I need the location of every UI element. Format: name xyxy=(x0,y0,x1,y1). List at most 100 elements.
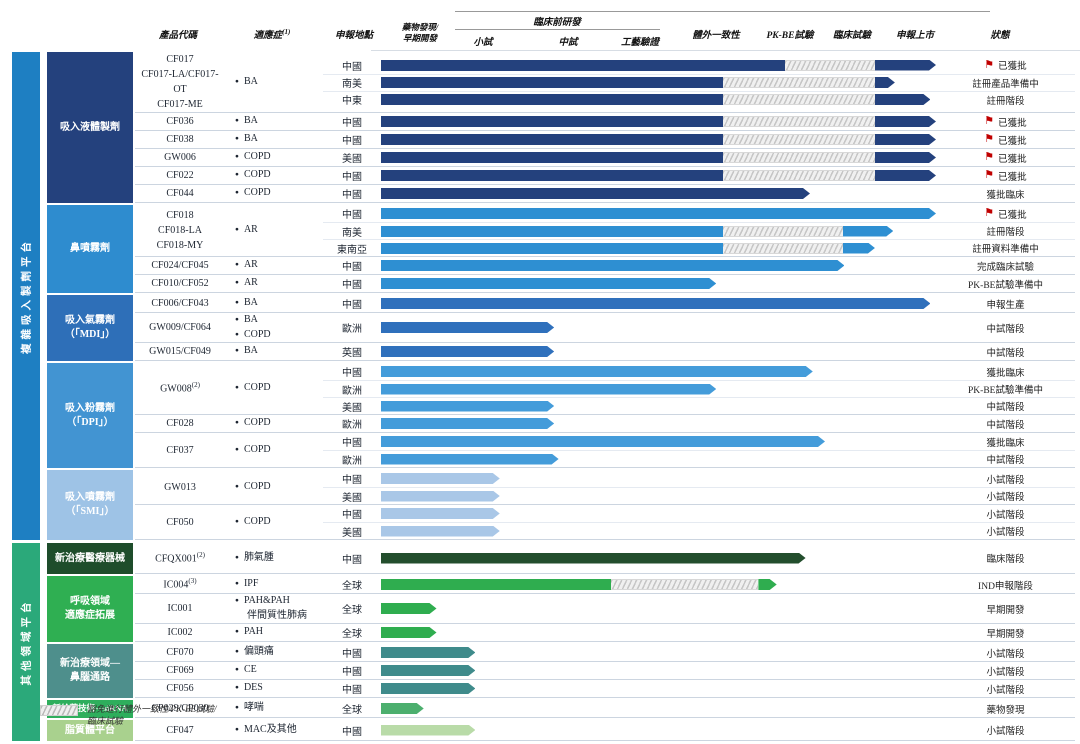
status-cell: 中試階段 xyxy=(936,321,1075,335)
bar-segment xyxy=(381,170,723,181)
approved-flag-icon: ⚑ xyxy=(984,151,995,163)
product-code: CF037 xyxy=(166,444,194,456)
bar-segment xyxy=(381,322,554,333)
product-code: CP029/CP030 xyxy=(151,703,209,714)
timeline-track xyxy=(381,278,936,289)
timeline-track xyxy=(381,665,936,676)
region-label: 中東 xyxy=(342,96,362,107)
product-code: GW013 xyxy=(164,481,196,493)
bar-segment xyxy=(381,627,437,638)
region-label: 中國 xyxy=(342,118,362,129)
pipeline-chart-page: { "header": { "product_code": "產品代碼", "i… xyxy=(12,11,1080,741)
indication-line: ● COPD xyxy=(235,328,271,340)
product-row: GW015/CF049 ● BA 英國 中試階段 xyxy=(135,343,1075,361)
status-cell: 小試階段 xyxy=(936,682,1075,696)
pipeline-row: 中國 臨床階段 xyxy=(323,543,1075,573)
indication-bullet-icon: ● xyxy=(235,153,239,161)
region-rows: 歐洲 中試階段 xyxy=(323,316,1075,340)
status-cell: 獲批臨床 xyxy=(936,187,1075,201)
col-header-sub-mid: 中試 xyxy=(558,38,578,48)
pipeline-row: 歐洲 中試階段 xyxy=(323,415,1075,432)
pipeline-bar xyxy=(381,473,500,484)
bar-segment xyxy=(381,77,723,88)
status-cell: 中試階段 xyxy=(936,345,1075,359)
indication-bullet-icon: ● xyxy=(235,725,239,733)
status-label: 已獲批 xyxy=(998,154,1027,165)
product-code: CF024/CF045 xyxy=(151,260,209,271)
indication-bullet-icon: ● xyxy=(235,226,239,234)
bar-segment xyxy=(381,473,500,484)
indication-bullet-icon: ● xyxy=(235,580,239,588)
indication-cell: ● COPD xyxy=(225,381,323,396)
bar-segment xyxy=(381,260,844,271)
indication-line: ● COPD xyxy=(235,480,271,492)
product-row: CF022 ● COPD 中國 ⚑ 已獲批 xyxy=(135,167,1075,185)
status-label: 中試階段 xyxy=(986,403,1025,413)
timeline-track xyxy=(381,491,936,502)
pipeline-row: 美國 小試階段 xyxy=(323,522,1075,539)
status-cell: PK-BE試驗準備中 xyxy=(936,382,1075,396)
indication-line: ● PAH&PAH xyxy=(235,595,290,606)
platform-section: 複雜吸入製劑平台 吸入液體製劑 CF017 CF017-LA/CF017-OT CF01… xyxy=(12,52,1075,540)
region-rows: 美國 ⚑ 已獲批 xyxy=(323,149,1075,166)
pipeline-row: 中東 註冊階段 xyxy=(323,90,1075,108)
indication-cell: ● COPD xyxy=(225,416,323,431)
region-rows: 中國 ⚑ 已獲批 xyxy=(323,113,1075,130)
pipeline-bar xyxy=(381,346,554,357)
region-rows: 歐洲 中試階段 xyxy=(323,415,1075,432)
status-label: 中試階段 xyxy=(986,324,1025,335)
status-label: 臨床階段 xyxy=(986,555,1025,565)
indication-bullet-icon: ● xyxy=(235,347,239,355)
bar-segment xyxy=(381,116,723,127)
indication-line: ● AR xyxy=(235,259,258,271)
bar-exempt-segment xyxy=(611,579,759,590)
bar-segment xyxy=(381,225,723,237)
region-label: 美國 xyxy=(342,154,362,165)
status-cell: 完成臨床試驗 xyxy=(936,259,1075,273)
indication-cell: ● AR xyxy=(225,276,323,291)
col-header-sub-small: 小試 xyxy=(473,38,493,48)
col-header-pkbe: PK-BE試驗 xyxy=(766,31,814,41)
product-row: GW008(2) ● COPD 中國 獲批臨床 歐洲 PK-BE試驗準備中 美國 中試階段 xyxy=(135,363,1075,415)
status-label: 中試階段 xyxy=(986,420,1025,431)
region-label: 美國 xyxy=(342,527,362,539)
indication-cell: ● 肺氣腫 xyxy=(225,551,323,566)
indication-cell: ● AR xyxy=(225,258,323,273)
pipeline-row: 中國 ⚑ 已獲批 xyxy=(323,131,1075,148)
product-row: CF010/CF052 ● AR 中國 PK-BE試驗準備中 xyxy=(135,275,1075,293)
product-code: CF044 xyxy=(166,188,194,199)
bar-segment xyxy=(381,579,612,590)
pipeline-group: 吸入氣霧劑 （「MDI」） CF006/CF043 ● BA 中國 申報生產 GW009/CF… xyxy=(47,295,1075,361)
status-label: 完成臨床試驗 xyxy=(976,262,1034,273)
timeline-track xyxy=(381,526,936,537)
bar-segment xyxy=(381,94,723,105)
product-code: CF022 xyxy=(166,170,194,181)
indication-cell: ● BA ● COPD xyxy=(225,313,323,342)
status-label: 申報生產 xyxy=(986,300,1025,311)
status-cell: 小試階段 xyxy=(936,723,1075,737)
product-code: CF028 xyxy=(166,418,194,429)
product-row: CF070 ● 偏頭痛 中國 小試階段 xyxy=(135,644,1075,662)
indication-line: ● COPD xyxy=(235,443,271,455)
indication-cell: ● BA xyxy=(225,75,323,90)
region-label: 中國 xyxy=(342,667,362,678)
timeline-track xyxy=(381,647,936,658)
region-rows: 中國 PK-BE試驗準備中 xyxy=(323,275,1075,292)
pipeline-bar xyxy=(381,208,936,219)
region-label: 南美 xyxy=(342,79,362,90)
status-cell: ⚑ 已獲批 xyxy=(936,58,1075,72)
indication-bullet-icon: ● xyxy=(235,597,239,604)
indication-line: 伴間質性肺病 xyxy=(247,609,307,621)
product-code: GW008(2) xyxy=(160,381,200,395)
region-rows: 中國 ⚑ 已獲批 南美 註冊產品準備中 中東 註冊階段 xyxy=(323,57,1075,108)
region-label: 中國 xyxy=(342,190,362,201)
product-code: IC004(3) xyxy=(163,577,197,591)
region-rows: 中國 完成臨床試驗 xyxy=(323,257,1075,274)
pipeline-bar xyxy=(381,260,844,271)
timeline-track xyxy=(381,188,936,199)
indication-cell: ● COPD xyxy=(225,443,323,458)
bar-segment xyxy=(381,208,936,219)
status-label: 已獲批 xyxy=(998,210,1027,221)
bar-segment xyxy=(381,665,475,676)
status-cell: IND申報階段 xyxy=(936,578,1075,592)
